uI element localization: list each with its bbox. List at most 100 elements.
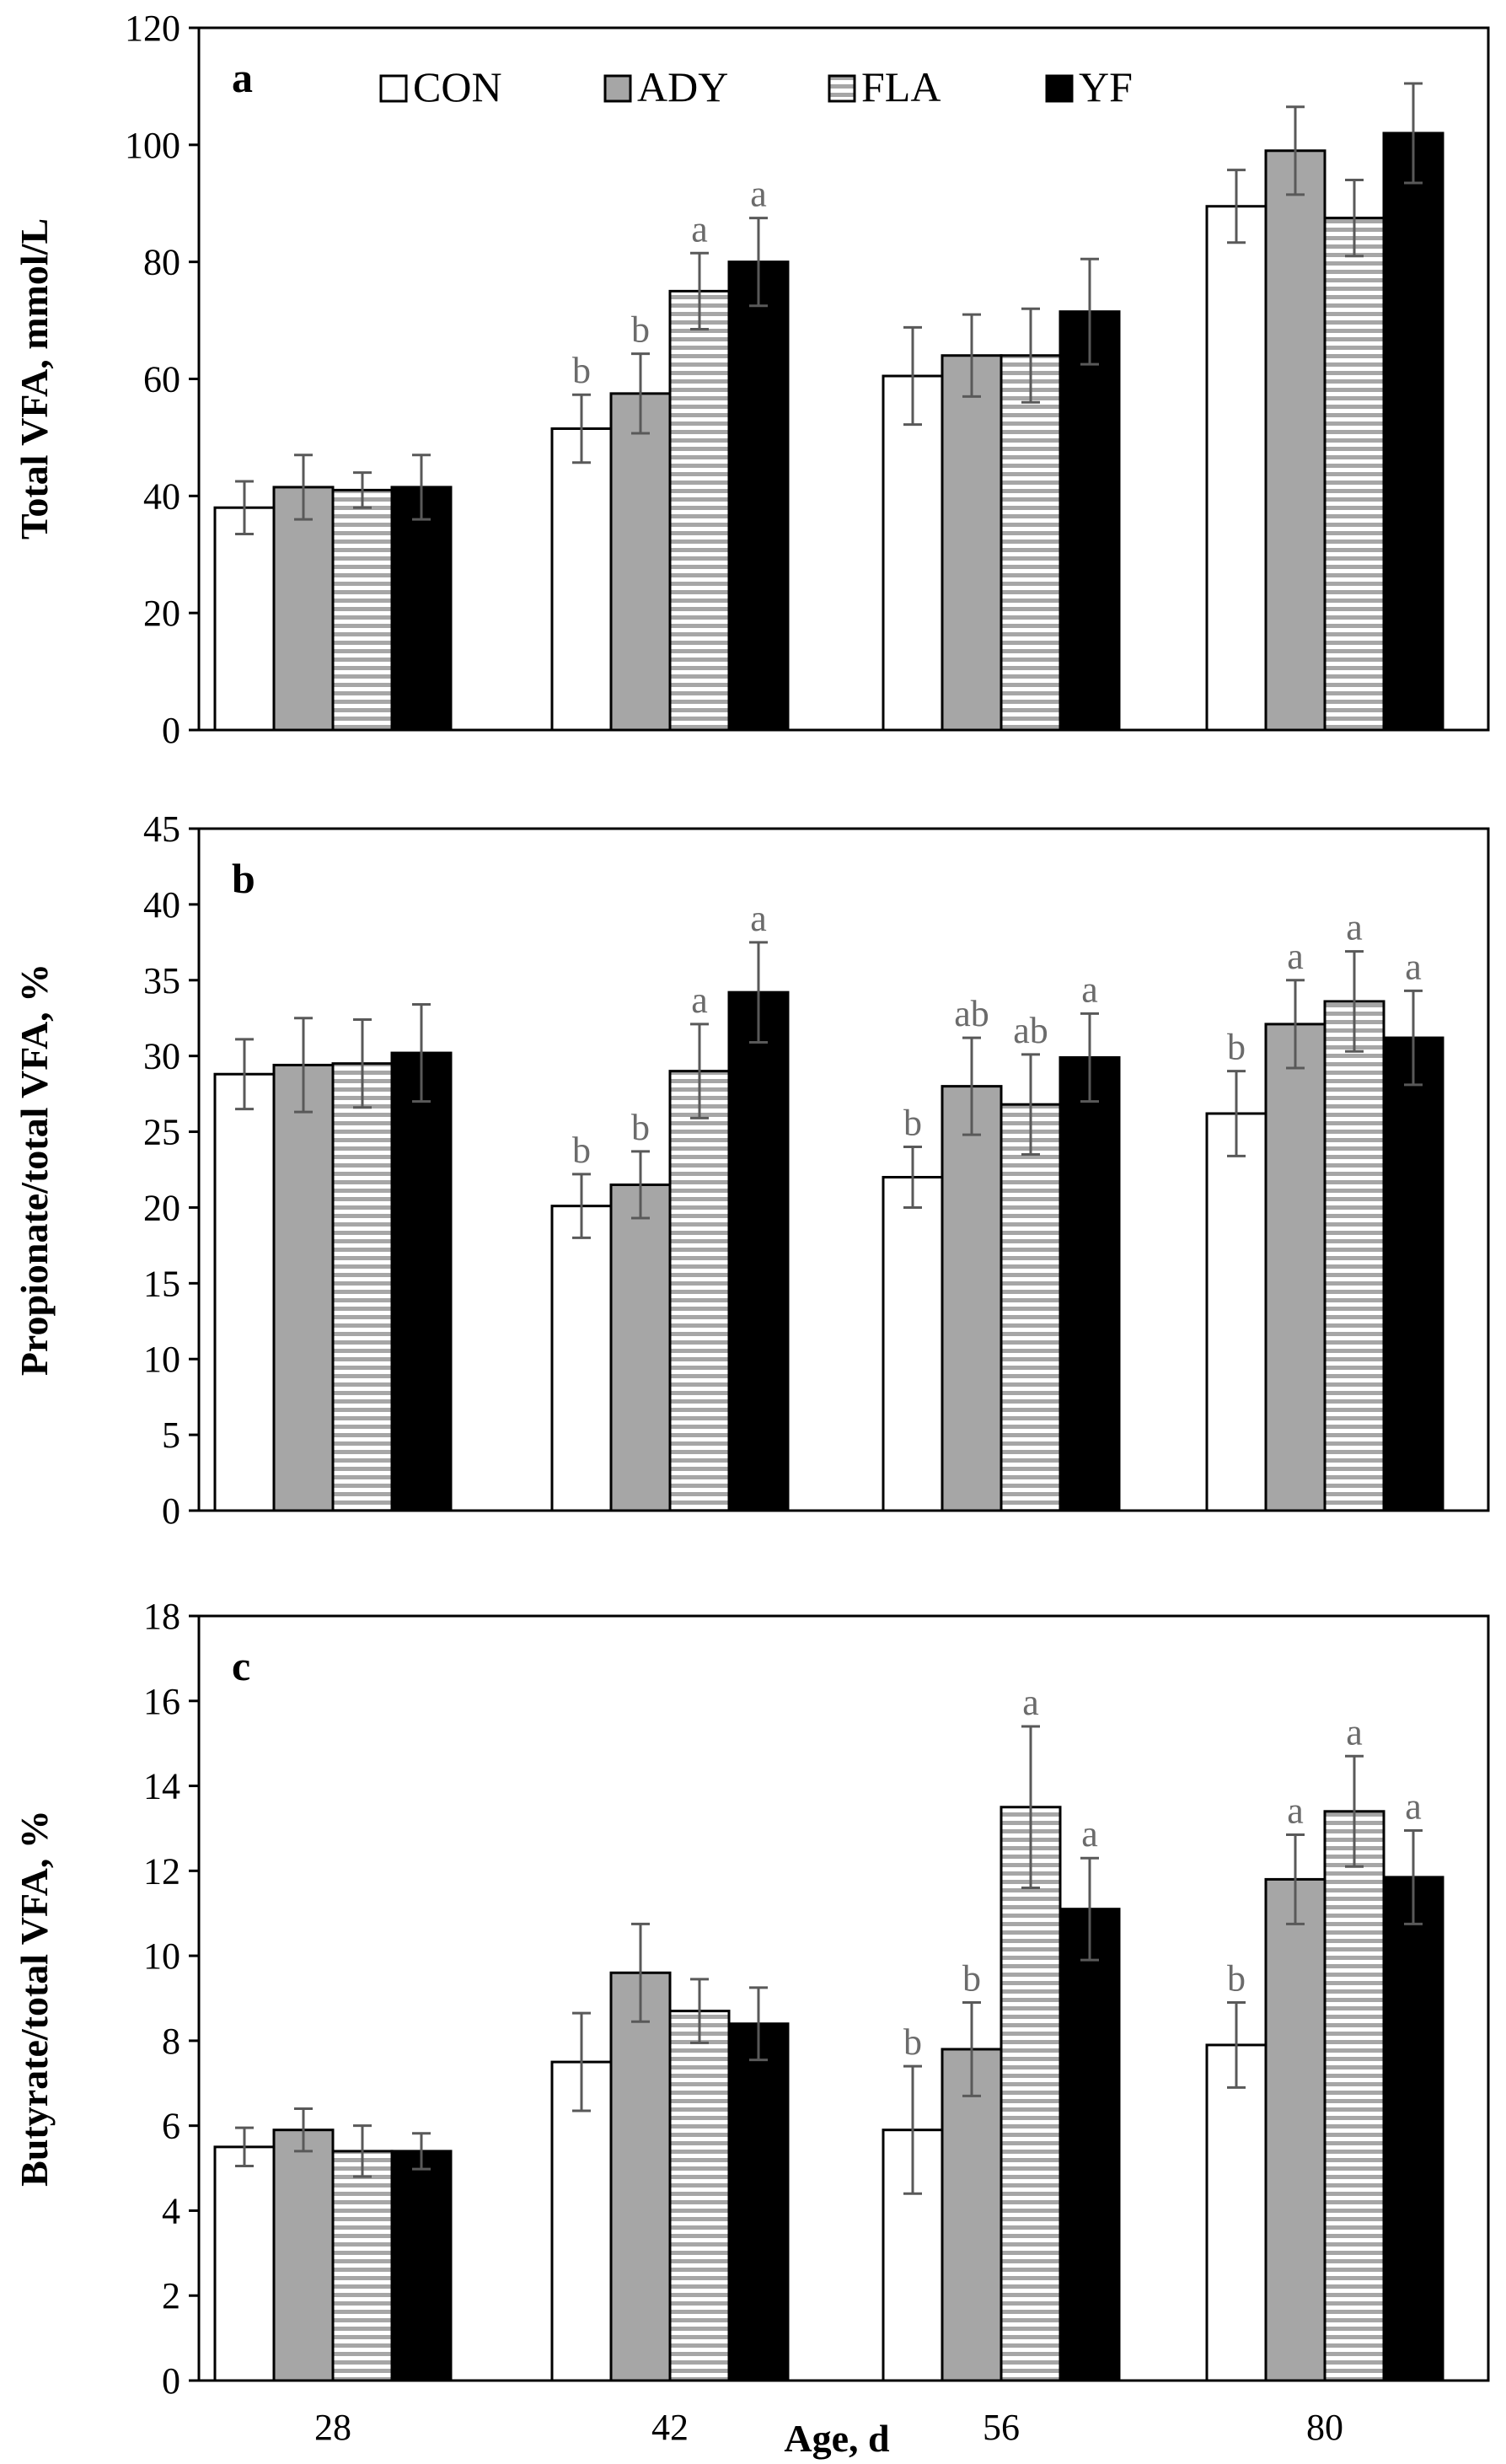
y-tick-label: 45: [143, 808, 180, 850]
bar-fla: [331, 1062, 394, 1512]
bar-fla: [1000, 1806, 1062, 2382]
bar-con: [882, 1175, 944, 1512]
significance-letter: a: [691, 208, 708, 250]
y-tick-label: 40: [143, 884, 180, 926]
panel-label: b: [232, 855, 255, 902]
bar-con: [1205, 2043, 1268, 2382]
bar-fla: [331, 2150, 394, 2382]
x-tick-label: 56: [983, 2407, 1020, 2448]
y-tick-label: 20: [143, 593, 180, 634]
significance-letter: a: [750, 898, 767, 939]
legend-item-con: CON: [379, 63, 502, 110]
y-tick-label: 4: [162, 2190, 180, 2231]
y-tick-label: 14: [143, 1766, 180, 1807]
legend: CON ADY FLA YF: [379, 63, 1133, 110]
significance-letter: b: [572, 1130, 591, 1171]
significance-letter: a: [1287, 1790, 1304, 1832]
bar-con: [213, 506, 276, 732]
bar-ady: [941, 1085, 1003, 1512]
legend-item-fla: FLA: [828, 63, 941, 110]
bar-con: [213, 2145, 276, 2382]
y-tick-label: 30: [143, 1036, 180, 1077]
legend-swatch: [828, 74, 856, 103]
y-tick-label: 40: [143, 475, 180, 517]
bar-yf: [727, 2022, 790, 2382]
significance-letter: ab: [1013, 1010, 1048, 1051]
bar-yf: [1058, 1055, 1121, 1512]
x-tick-label: 80: [1306, 2407, 1343, 2448]
y-tick-label: 0: [162, 710, 180, 751]
significance-letter: a: [1405, 1785, 1422, 1827]
bar-con: [550, 1205, 613, 1512]
plot-frame: [197, 1614, 1490, 2382]
significance-letter: a: [750, 174, 767, 215]
bar-ady: [609, 1971, 672, 2382]
bar-ady: [1264, 149, 1326, 732]
significance-letter: a: [691, 980, 708, 1021]
significance-letter: a: [1346, 907, 1363, 948]
x-axis-title: Age, d: [784, 2417, 890, 2460]
bar-yf: [727, 990, 790, 1512]
bar-yf: [1058, 310, 1121, 732]
significance-letter: b: [1227, 1958, 1246, 2000]
bar-yf: [390, 486, 453, 732]
panel-b: 0 5 10 15 20 25 30 35 40 45 Propionate/total VFA, …: [13, 808, 1490, 1532]
bar-con: [1205, 1112, 1268, 1512]
legend-label: YF: [1079, 63, 1133, 110]
y-axis-title: Total VFA, mmol/L: [13, 218, 56, 540]
legend-label: CON: [413, 63, 502, 110]
legend-item-yf: YF: [1045, 63, 1133, 110]
panel-a: 0 20 40 60 80 100 120 Total VFA, mmol/L a bb a a: [13, 8, 1490, 751]
legend-label: ADY: [637, 63, 728, 110]
y-tick-label: 5: [162, 1415, 180, 1456]
bar-ady: [941, 354, 1003, 732]
panel-label: a: [232, 54, 253, 101]
y-tick-label: 80: [143, 242, 180, 283]
bar-fla: [1000, 1103, 1062, 1512]
significance-letter: a: [1081, 969, 1098, 1010]
y-tick-label: 100: [125, 125, 180, 166]
y-tick-label: 0: [162, 2360, 180, 2402]
bar-con: [213, 1072, 276, 1512]
y-tick-label: 10: [143, 1935, 180, 1977]
y-tick-label: 35: [143, 960, 180, 1001]
bar-fla: [1000, 354, 1062, 732]
y-tick-label: 25: [143, 1112, 180, 1153]
bar-con: [1205, 205, 1268, 732]
bar-fla: [331, 488, 394, 732]
bar-fla: [1323, 217, 1385, 732]
y-tick-label: 15: [143, 1263, 180, 1304]
y-tick-label: 10: [143, 1339, 180, 1380]
bar-fla: [668, 1070, 731, 1512]
y-tick-label: 12: [143, 1850, 180, 1892]
bar-ady: [941, 2048, 1003, 2382]
x-tick-label: 28: [314, 2407, 351, 2448]
bar-yf: [1382, 132, 1444, 732]
legend-swatch: [603, 74, 632, 103]
bar-ady: [272, 486, 335, 732]
significance-letter: b: [631, 1107, 650, 1148]
bar-fla: [668, 2010, 731, 2382]
significance-letter: a: [1022, 1682, 1039, 1723]
y-tick-label: 16: [143, 1681, 180, 1722]
y-tick-label: 2: [162, 2275, 180, 2316]
y-tick-label: 8: [162, 2021, 180, 2062]
x-tick-label: 42: [651, 2407, 689, 2448]
bar-yf: [1058, 1908, 1121, 2382]
significance-letter: a: [1287, 936, 1304, 977]
bar-fla: [1323, 1810, 1385, 2382]
significance-letter: a: [1346, 1711, 1363, 1753]
significance-letter: b: [1227, 1027, 1246, 1068]
legend-swatch: [1045, 74, 1074, 103]
y-tick-label: 20: [143, 1187, 180, 1228]
significance-letter: a: [1081, 1813, 1098, 1855]
y-tick-label: 6: [162, 2106, 180, 2147]
significance-letter: ab: [954, 993, 989, 1034]
bar-yf: [1382, 1876, 1444, 2382]
bar-ady: [272, 1063, 335, 1512]
significance-letter: b: [903, 1103, 922, 1144]
plot-frame: [197, 827, 1490, 1512]
